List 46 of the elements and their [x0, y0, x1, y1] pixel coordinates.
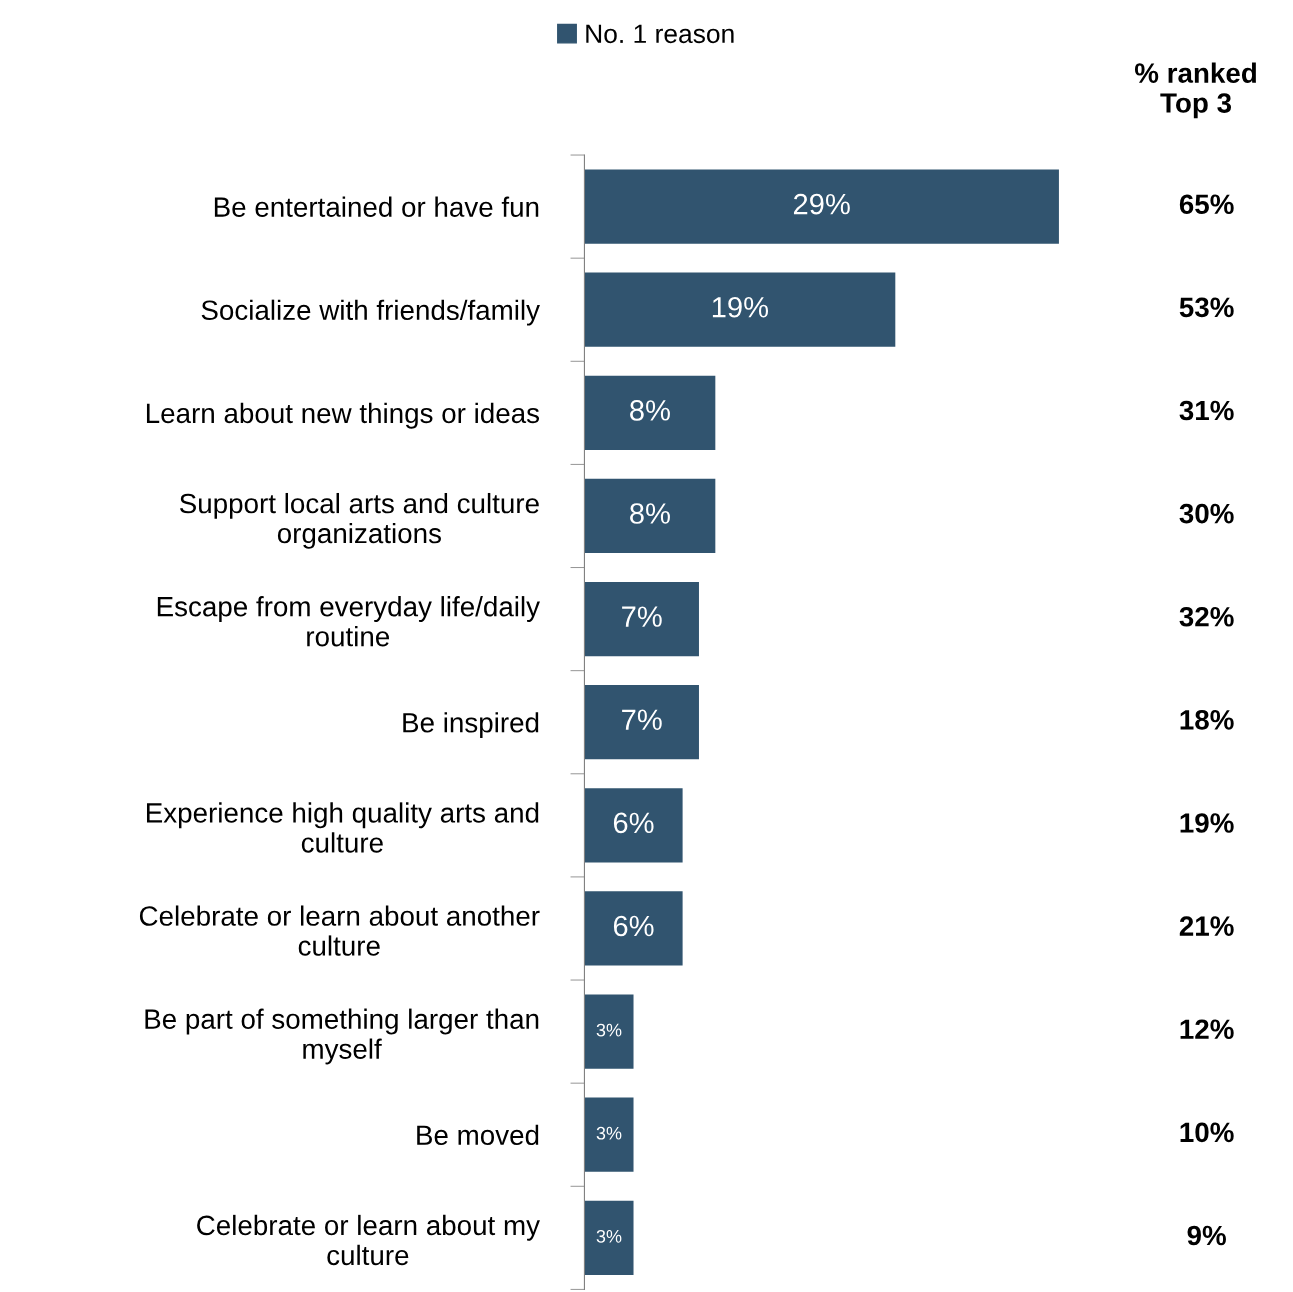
bar [584, 375, 716, 450]
bar [584, 1200, 634, 1275]
y-tick-label: Support local arts and culture organizations [179, 492, 539, 549]
y-tick-label: Learn about new things or ideas [146, 402, 540, 429]
y-tick-label: Celebrate or learn about another culture [139, 905, 540, 956]
text: 21% [1179, 916, 1234, 936]
data-label: 7% [622, 606, 662, 627]
data-label: 8% [630, 400, 670, 421]
text: 65% [1179, 194, 1234, 215]
text: 18% [1180, 710, 1234, 730]
y-tick-label: Be entertained or have fun [214, 196, 539, 217]
y-tick-label: Be moved [417, 1124, 539, 1146]
text: 53% [1179, 297, 1234, 318]
y-tick-label: Escape from everyday life/daily routine [157, 596, 540, 647]
legend-label: No. 1 reason [586, 24, 734, 44]
text: % ranked Top 3 [1134, 62, 1256, 119]
text: 10% [1180, 1122, 1234, 1143]
y-tick-label: Experience high quality arts and culture [146, 802, 539, 853]
text: 30% [1179, 503, 1234, 524]
bar [584, 685, 699, 760]
bar [584, 788, 683, 863]
data-label: 3% [596, 1229, 622, 1243]
bar [584, 581, 699, 657]
text: 31% [1179, 400, 1234, 421]
data-label: 8% [630, 503, 670, 524]
text: 12% [1180, 1019, 1234, 1039]
bar [584, 1097, 634, 1172]
y-tick-label: Be part of something larger than myself [145, 1008, 539, 1065]
bar [584, 169, 1059, 244]
text: 32% [1179, 606, 1234, 627]
y-tick-label: Be inspired [403, 712, 539, 739]
y-tick-label: Celebrate or learn about my culture [197, 1214, 540, 1266]
bar [584, 994, 634, 1069]
data-label: 3% [596, 1023, 622, 1037]
data-label: 19% [712, 296, 769, 318]
data-label: 7% [622, 709, 662, 730]
y-tick-label: Socialize with friends/family [201, 299, 540, 326]
bar [584, 478, 716, 554]
data-label: 6% [613, 915, 654, 937]
bar [584, 272, 896, 347]
data-label: 3% [596, 1126, 622, 1140]
data-label: 29% [793, 193, 850, 215]
data-label: 6% [613, 812, 654, 834]
text: 9% [1187, 1225, 1226, 1246]
text: 19% [1180, 813, 1234, 833]
bar [584, 891, 683, 966]
